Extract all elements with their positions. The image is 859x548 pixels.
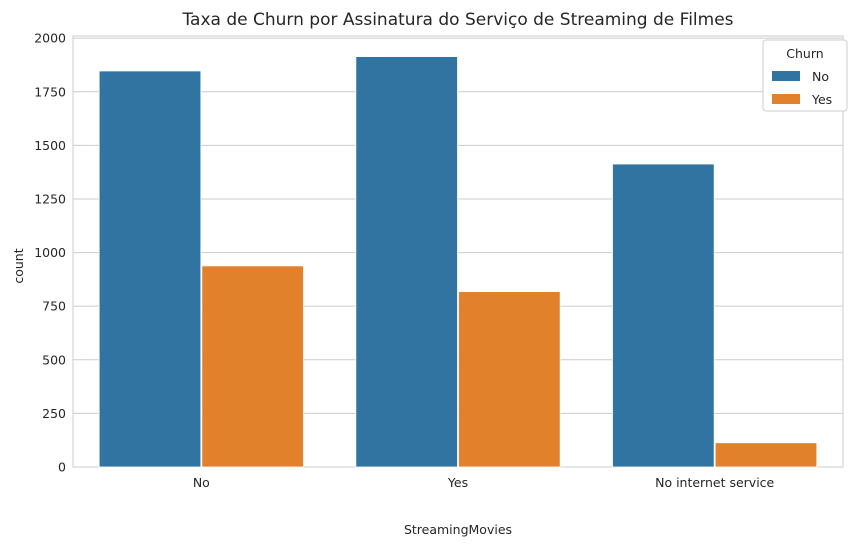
gridlines — [73, 37, 843, 468]
bar — [714, 442, 818, 468]
legend-label: Yes — [811, 92, 832, 107]
y-axis-label: count — [11, 248, 26, 283]
legend-label: No — [812, 69, 829, 84]
x-axis-label: StreamingMovies — [404, 522, 512, 537]
legend-swatch — [772, 71, 800, 81]
y-tick-label: 500 — [42, 352, 66, 367]
legend-title: Churn — [786, 46, 823, 61]
legend: Churn No Yes — [762, 39, 848, 112]
bars — [98, 56, 818, 468]
y-tick-label: 1500 — [34, 138, 66, 153]
chart-title: Taxa de Churn por Assinatura do Serviço … — [181, 10, 733, 30]
bar — [201, 265, 304, 468]
legend-box — [762, 39, 848, 112]
y-tick-label: 1000 — [34, 245, 66, 260]
y-tick-label: 0 — [58, 460, 66, 475]
y-tick-label: 1250 — [34, 191, 66, 206]
plot-area: 0 250 500 750 1000 1250 1500 1750 2000 No Yes No i… — [34, 31, 844, 490]
bar — [458, 291, 561, 468]
legend-items: No Yes — [772, 69, 832, 107]
bar — [355, 56, 458, 468]
x-tick-label: Yes — [447, 475, 468, 490]
y-tick-label: 750 — [42, 299, 66, 314]
y-tick-labels: 0 250 500 750 1000 1250 1500 1750 2000 — [34, 31, 66, 475]
y-tick-label: 2000 — [34, 31, 66, 46]
bar — [98, 70, 202, 468]
y-tick-label: 1750 — [34, 84, 66, 99]
x-tick-label: No internet service — [655, 475, 774, 490]
legend-swatch — [772, 94, 800, 104]
y-tick-label: 250 — [42, 406, 66, 421]
x-tick-label: No — [193, 475, 210, 490]
x-tick-labels: No Yes No internet service — [193, 475, 775, 490]
bar — [612, 163, 715, 468]
